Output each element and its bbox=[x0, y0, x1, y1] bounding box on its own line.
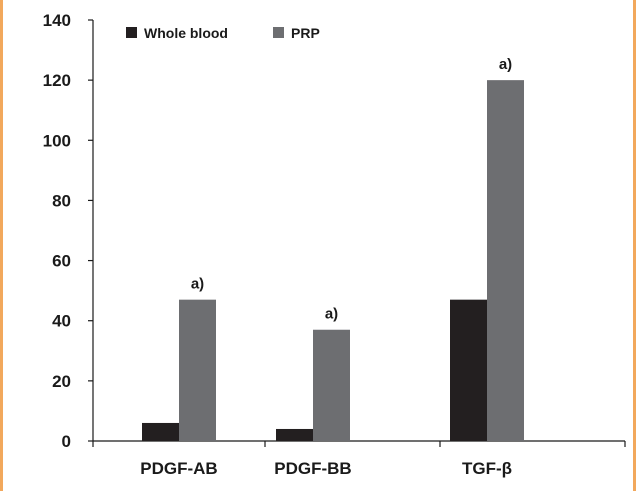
annotation-label-1: a) bbox=[325, 306, 338, 323]
x-category-label-1: PDGF-BB bbox=[274, 459, 351, 478]
legend-swatch-0 bbox=[126, 27, 137, 38]
annotation-label-0: a) bbox=[191, 276, 204, 293]
bar-prp-1 bbox=[313, 329, 350, 441]
y-ticks: 0 20 40 60 80 100 120 140 bbox=[43, 11, 93, 451]
bar-whole-blood-1 bbox=[276, 428, 313, 441]
legend-label-0: Whole blood bbox=[144, 25, 228, 41]
bar-chart: 0 20 40 60 80 100 120 140 PDGF-AB PDGF-BB TGF-β a… bbox=[43, 11, 626, 478]
axes bbox=[92, 20, 626, 447]
y-tick-label-100: 100 bbox=[43, 131, 71, 150]
bar-prp-2 bbox=[487, 80, 524, 442]
bar-whole-blood-2 bbox=[450, 299, 487, 441]
x-category-labels: PDGF-AB PDGF-BB TGF-β bbox=[140, 459, 512, 478]
legend: Whole blood PRP bbox=[126, 25, 320, 41]
x-category-label-0: PDGF-AB bbox=[140, 459, 217, 478]
legend-swatch-1 bbox=[273, 27, 284, 38]
annotations: a) a) a) bbox=[191, 56, 512, 323]
y-tick-label-40: 40 bbox=[52, 312, 71, 331]
bar-whole-blood-0 bbox=[142, 422, 179, 441]
x-category-label-2: TGF-β bbox=[462, 459, 512, 478]
bars bbox=[142, 80, 524, 442]
y-tick-label-60: 60 bbox=[52, 252, 71, 271]
y-tick-label-80: 80 bbox=[52, 191, 71, 210]
y-tick-label-120: 120 bbox=[43, 71, 71, 90]
annotation-label-2: a) bbox=[499, 56, 512, 73]
y-tick-label-140: 140 bbox=[43, 11, 71, 30]
y-tick-label-0: 0 bbox=[62, 432, 71, 451]
y-tick-label-20: 20 bbox=[52, 372, 71, 391]
legend-label-1: PRP bbox=[291, 25, 320, 41]
bar-prp-0 bbox=[179, 299, 216, 441]
